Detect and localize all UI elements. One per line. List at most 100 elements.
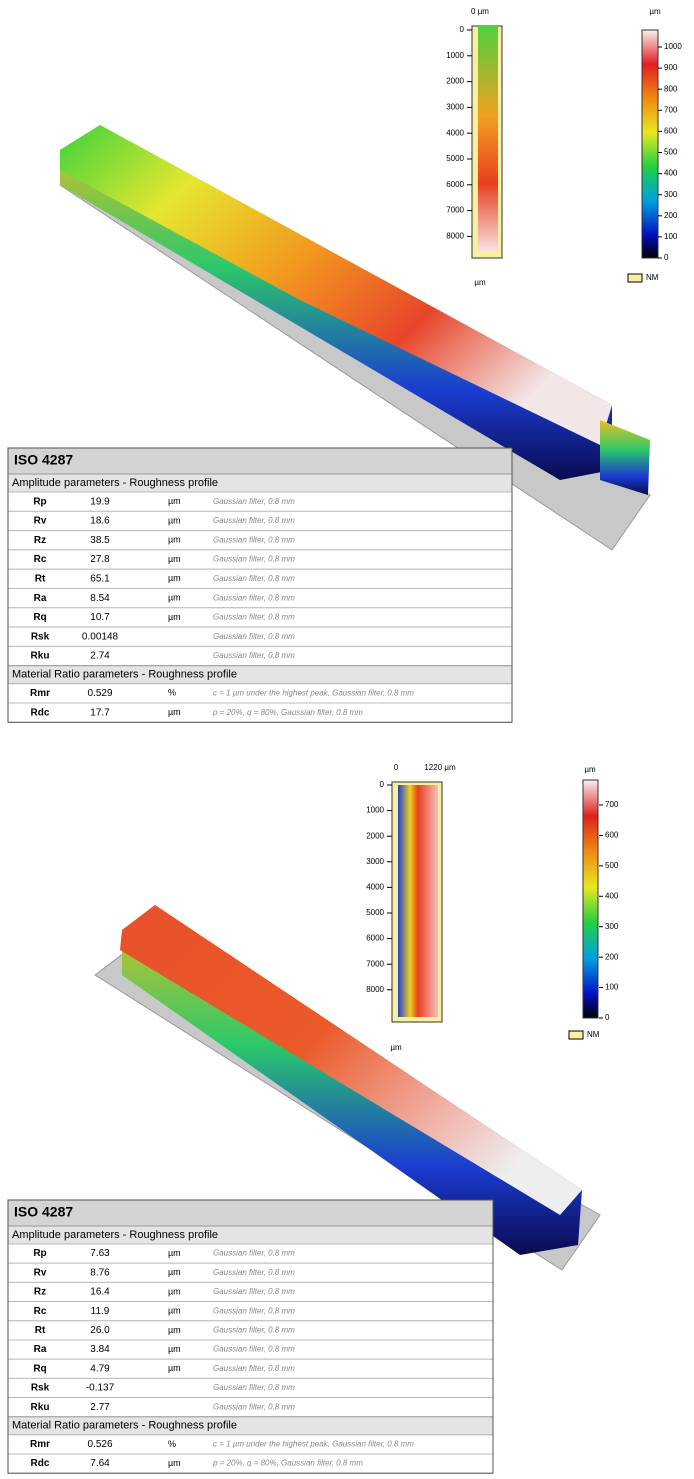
param-name: Rmr bbox=[30, 1439, 50, 1450]
map-y-tick: 4000 bbox=[446, 128, 464, 137]
param-value: 0.00148 bbox=[82, 631, 119, 642]
param-note: Gaussian filter, 0.8 mm bbox=[213, 632, 295, 641]
param-name: Rt bbox=[35, 573, 46, 584]
param-note: Gaussian filter, 0.8 mm bbox=[213, 1402, 295, 1411]
colorbar-tick: 900 bbox=[664, 63, 678, 72]
param-unit: µm bbox=[168, 535, 181, 545]
map-y-tick: 0 bbox=[460, 25, 465, 34]
map-y-tick: 4000 bbox=[366, 883, 384, 892]
param-note: Gaussian filter, 0.8 mm bbox=[213, 1306, 295, 1315]
param-note: Gaussian filter, 0.8 mm bbox=[213, 613, 295, 622]
table-title: ISO 4287 bbox=[14, 1204, 73, 1220]
param-note: Gaussian filter, 0.8 mm bbox=[213, 1383, 295, 1392]
param-note: Gaussian filter, 0.8 mm bbox=[213, 593, 295, 602]
param-note: p = 20%, q = 80%, Gaussian filter, 0.8 m… bbox=[212, 708, 363, 717]
param-note: Gaussian filter, 0.8 mm bbox=[213, 497, 295, 506]
param-unit: µm bbox=[168, 496, 181, 506]
colorbar-unit: µm bbox=[584, 765, 596, 774]
param-note: Gaussian filter, 0.8 mm bbox=[213, 1268, 295, 1277]
param-note: Gaussian filter, 0.8 mm bbox=[213, 574, 295, 583]
param-value: 27.8 bbox=[90, 554, 110, 565]
param-unit: µm bbox=[168, 612, 181, 622]
colorbar-tick: 700 bbox=[605, 800, 619, 809]
param-unit: % bbox=[168, 1439, 176, 1449]
map-unit: µm bbox=[390, 1043, 402, 1052]
map-y-tick: 3000 bbox=[446, 103, 464, 112]
colorbar-tick: 400 bbox=[605, 891, 619, 900]
param-name: Rdc bbox=[31, 707, 50, 718]
param-name: Rmr bbox=[30, 688, 50, 699]
param-name: Rz bbox=[34, 535, 46, 546]
param-value: 2.74 bbox=[90, 651, 110, 662]
colorbar-tick: 0 bbox=[664, 253, 669, 262]
param-value: 4.79 bbox=[90, 1363, 110, 1374]
param-value: 0.529 bbox=[87, 688, 112, 699]
colorbar-tick: 200 bbox=[664, 211, 678, 220]
param-note: Gaussian filter, 0.8 mm bbox=[213, 1364, 295, 1373]
param-name: Rp bbox=[33, 496, 46, 507]
param-unit: µm bbox=[168, 593, 181, 603]
param-note: p = 20%, q = 80%, Gaussian filter, 0.8 m… bbox=[212, 1459, 363, 1468]
map-y-tick: 3000 bbox=[366, 857, 384, 866]
map-y-tick: 2000 bbox=[446, 77, 464, 86]
colorbar-unit: µm bbox=[649, 7, 661, 16]
map-unit: µm bbox=[474, 278, 486, 287]
color-bar bbox=[642, 30, 658, 258]
param-value: 26.0 bbox=[90, 1325, 110, 1336]
legend-swatch bbox=[569, 1031, 583, 1039]
param-value: 16.4 bbox=[90, 1287, 110, 1298]
param-unit: µm bbox=[168, 707, 181, 717]
param-value: 3.84 bbox=[90, 1344, 110, 1355]
param-name: Rc bbox=[34, 554, 47, 565]
section-heading: Material Ratio parameters - Roughness pr… bbox=[12, 1420, 237, 1432]
param-value: -0.137 bbox=[86, 1383, 115, 1394]
map-x-label: 0 bbox=[394, 763, 399, 772]
param-unit: µm bbox=[168, 1363, 181, 1373]
param-note: Gaussian filter, 0.8 mm bbox=[213, 516, 295, 525]
param-name: Rsk bbox=[31, 1383, 50, 1394]
param-unit: µm bbox=[168, 554, 181, 564]
param-value: 8.76 bbox=[90, 1267, 110, 1278]
colorbar-tick: 100 bbox=[605, 983, 619, 992]
table-title-bg bbox=[8, 1200, 493, 1226]
param-value: 0.526 bbox=[87, 1439, 112, 1450]
param-unit: µm bbox=[168, 1286, 181, 1296]
param-name: Rq bbox=[33, 1363, 46, 1374]
colorbar-tick: 800 bbox=[664, 84, 678, 93]
map-y-tick: 7000 bbox=[366, 959, 384, 968]
section-heading: Amplitude parameters - Roughness profile bbox=[12, 1229, 218, 1241]
colorbar-tick: 100 bbox=[664, 232, 678, 241]
param-name: Rku bbox=[31, 651, 50, 662]
param-value: 11.9 bbox=[91, 1306, 110, 1317]
map-y-tick: 0 bbox=[380, 780, 385, 789]
param-value: 2.77 bbox=[90, 1402, 110, 1413]
param-note: Gaussian filter, 0.8 mm bbox=[213, 1326, 295, 1335]
param-note: Gaussian filter, 0.8 mm bbox=[213, 555, 295, 564]
legend-label: NM bbox=[646, 273, 659, 282]
param-value: 38.5 bbox=[90, 535, 110, 546]
map-y-tick: 1000 bbox=[446, 51, 464, 60]
map-y-tick: 7000 bbox=[446, 206, 464, 215]
colorbar-tick: 300 bbox=[664, 190, 678, 199]
param-name: Rsk bbox=[31, 631, 50, 642]
color-bar bbox=[583, 780, 598, 1018]
param-unit: µm bbox=[168, 1458, 181, 1468]
param-value: 8.54 bbox=[90, 593, 110, 604]
param-note: c = 1 µm under the highest peak, Gaussia… bbox=[213, 1440, 414, 1449]
param-name: Rc bbox=[34, 1306, 47, 1317]
map-y-tick: 1000 bbox=[366, 806, 384, 815]
colorbar-tick: 400 bbox=[664, 169, 678, 178]
report: 0 µm010002000300040005000600070008000µm1… bbox=[0, 0, 694, 1479]
param-name: Rz bbox=[34, 1287, 46, 1298]
legend-label: NM bbox=[587, 1030, 600, 1039]
param-value: 10.7 bbox=[90, 612, 110, 623]
colorbar-tick: 0 bbox=[605, 1013, 610, 1022]
param-unit: µm bbox=[168, 1267, 181, 1277]
colorbar-tick: 300 bbox=[605, 922, 619, 931]
param-name: Rv bbox=[34, 516, 47, 527]
colorbar-tick: 1000 bbox=[664, 42, 682, 51]
param-name: Rku bbox=[31, 1402, 50, 1413]
param-name: Rt bbox=[35, 1325, 46, 1336]
param-value: 7.64 bbox=[90, 1458, 110, 1469]
map-y-tick: 2000 bbox=[366, 831, 384, 840]
